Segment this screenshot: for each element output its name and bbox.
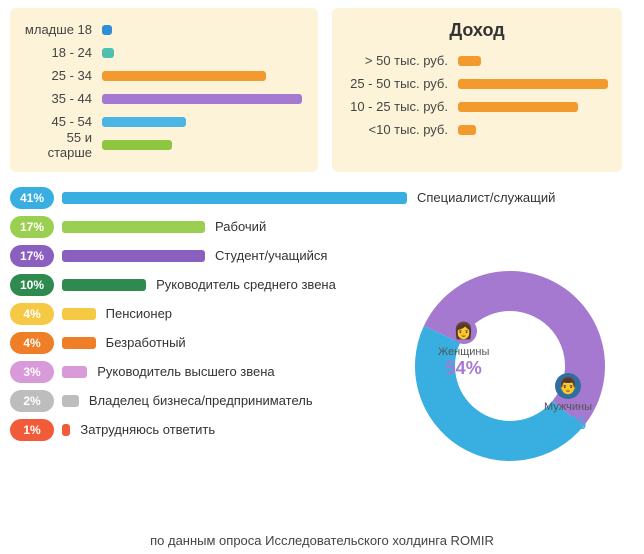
occupation-label: Затрудняюсь ответить (80, 422, 215, 437)
occupation-label: Руководитель среднего звена (156, 277, 336, 292)
women-label: 👩 Женщины 54% (438, 318, 489, 379)
occupation-bar (62, 279, 146, 291)
occupation-label: Владелец бизнеса/предприниматель (89, 393, 313, 408)
gender-donut: 👩 Женщины 54% 👨 Мужчины 46% (400, 256, 620, 476)
occupation-bar (62, 192, 407, 204)
age-bar-row: 18 - 24 (24, 43, 304, 62)
age-bar-row: младше 18 (24, 20, 304, 39)
occupation-pct-badge: 1% (10, 419, 54, 441)
income-bar (458, 56, 481, 66)
occupation-label: Безработный (106, 335, 186, 350)
occupation-row: 17% Рабочий (10, 215, 634, 238)
income-bar-label: <10 тыс. руб. (346, 122, 458, 137)
footer-source: по данным опроса Исследовательского холд… (0, 533, 644, 548)
age-chart-panel: младше 1818 - 2425 - 3435 - 4445 - 5455 … (10, 8, 318, 172)
age-bar (102, 71, 266, 81)
income-bar-row: <10 тыс. руб. (346, 120, 608, 139)
woman-icon: 👩 (451, 318, 477, 344)
occupation-pct-badge: 4% (10, 303, 54, 325)
occupation-bar (62, 308, 96, 320)
age-bar-label: 18 - 24 (24, 45, 102, 60)
income-bar-label: > 50 тыс. руб. (346, 53, 458, 68)
occupation-pct-badge: 10% (10, 274, 54, 296)
occupation-pct-badge: 3% (10, 361, 54, 383)
man-icon: 👨 (555, 373, 581, 399)
income-title: Доход (346, 20, 608, 41)
occupation-pct-badge: 17% (10, 216, 54, 238)
occupation-bar (62, 366, 87, 378)
age-bar-row: 55 и старше (24, 135, 304, 154)
age-bar (102, 140, 172, 150)
income-bar-label: 10 - 25 тыс. руб. (346, 99, 458, 114)
age-bar-row: 45 - 54 (24, 112, 304, 131)
occupation-label: Рабочий (215, 219, 266, 234)
age-bar (102, 94, 302, 104)
men-label: 👨 Мужчины 46% (544, 373, 592, 434)
occupation-pct-badge: 17% (10, 245, 54, 267)
occupation-bar (62, 250, 205, 262)
occupation-label: Студент/учащийся (215, 248, 327, 263)
age-bar-label: младше 18 (24, 22, 102, 37)
income-bar (458, 79, 608, 89)
occupation-bar (62, 221, 205, 233)
age-bar-label: 35 - 44 (24, 91, 102, 106)
income-bar-row: 10 - 25 тыс. руб. (346, 97, 608, 116)
occupation-bar (62, 337, 96, 349)
occupation-label: Пенсионер (106, 306, 172, 321)
income-bar-row: 25 - 50 тыс. руб. (346, 74, 608, 93)
age-bar (102, 48, 114, 58)
age-bar-row: 25 - 34 (24, 66, 304, 85)
occupation-pct-badge: 4% (10, 332, 54, 354)
age-bar-label: 25 - 34 (24, 68, 102, 83)
income-bar (458, 125, 476, 135)
age-bar-label: 55 и старше (24, 130, 102, 160)
age-bar (102, 25, 112, 35)
occupation-label: Руководитель высшего звена (97, 364, 274, 379)
occupation-pct-badge: 2% (10, 390, 54, 412)
age-bar-row: 35 - 44 (24, 89, 304, 108)
age-bar (102, 117, 186, 127)
occupation-label: Специалист/служащий (417, 190, 555, 205)
occupation-pct-badge: 41% (10, 187, 54, 209)
income-bar (458, 102, 578, 112)
age-bar-label: 45 - 54 (24, 114, 102, 129)
occupation-bar (62, 395, 79, 407)
income-bar-label: 25 - 50 тыс. руб. (346, 76, 458, 91)
income-bar-row: > 50 тыс. руб. (346, 51, 608, 70)
occupation-bar (62, 424, 70, 436)
occupation-row: 41% Специалист/служащий (10, 186, 634, 209)
income-chart-panel: Доход > 50 тыс. руб. 25 - 50 тыс. руб. 10 … (332, 8, 622, 172)
